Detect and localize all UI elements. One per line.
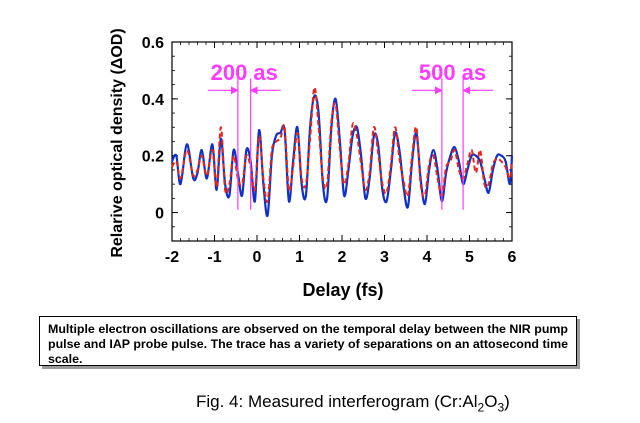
x-tick-label: 6 <box>508 249 517 266</box>
figure-caption: Fig. 4: Measured interferogram (Cr:Al2O3… <box>196 392 616 414</box>
x-tick-label: -2 <box>165 249 179 266</box>
x-tick-label: 2 <box>338 249 347 266</box>
x-tick-label: 3 <box>380 249 389 266</box>
annotation-label: 500 as <box>419 60 486 85</box>
x-tick-label: 4 <box>423 249 432 266</box>
y-tick-label: 0.2 <box>142 149 164 166</box>
figure-caption-prefix: Fig. 4: Measured interferogram (Cr:Al <box>196 392 478 411</box>
figure-caption-sub2: 3 <box>497 400 505 415</box>
axes: -2 -1 0 1 2 3 4 5 6 0 0.2 0.4 0.6 <box>142 35 517 266</box>
series-layer <box>171 86 514 218</box>
x-axis-label: Delay (fs) <box>302 280 383 300</box>
caption-box: Multiple electron oscillations are obser… <box>39 316 577 366</box>
x-tick-label: 1 <box>295 249 304 266</box>
figure-caption-sub1: 2 <box>477 400 485 415</box>
interferogram-chart: -2 -1 0 1 2 3 4 5 6 0 0.2 0.4 0.6 200 as 500 as Delay… <box>109 28 517 300</box>
series-line-1 <box>171 86 513 204</box>
y-tick-label: 0.4 <box>142 92 164 109</box>
x-tick-label: 0 <box>253 249 262 266</box>
figure-caption-mid: O <box>484 392 498 411</box>
x-tick-label: 5 <box>465 249 474 266</box>
annotation-label: 200 as <box>211 60 278 85</box>
figure-caption-suffix: ) <box>504 392 510 411</box>
series-line-0 <box>171 94 514 218</box>
annotation-layer: 200 as 500 as <box>207 60 494 210</box>
y-tick-label: 0.6 <box>142 35 164 52</box>
y-tick-label: 0 <box>155 206 164 223</box>
y-axis-label: Relarive optical density (ΔOD) <box>109 28 126 257</box>
x-tick-label: -1 <box>207 249 221 266</box>
